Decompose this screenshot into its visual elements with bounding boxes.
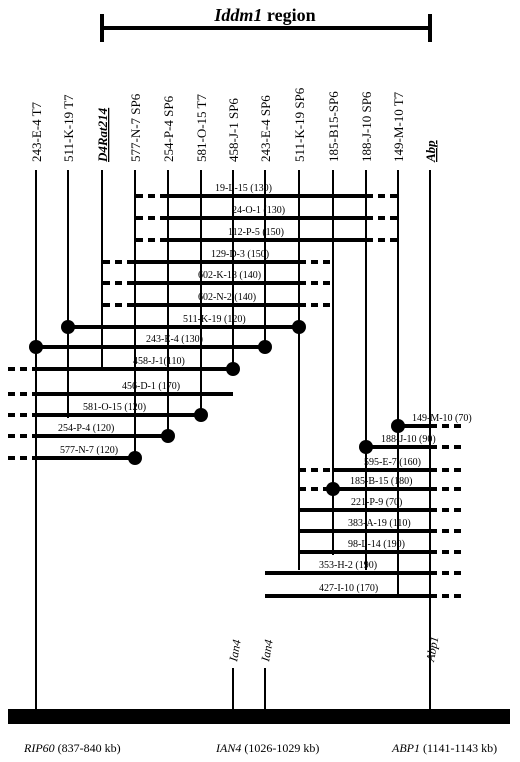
clone-end-dot-577-n-7 bbox=[128, 451, 142, 465]
clone-label-254-p-4: 254-P-4 (120) bbox=[58, 423, 114, 434]
clone-label-221-p-9: 221-P-9 (70) bbox=[351, 497, 402, 508]
clone-end-dot-511-k-19 bbox=[292, 320, 306, 334]
marker-label-577-n-7-sp6: 577-N-7 SP6 bbox=[128, 93, 143, 162]
clone-label-577-n-7: 577-N-7 (120) bbox=[60, 445, 118, 456]
clone-label-602-n-2: 602-N-2 (140) bbox=[198, 292, 256, 303]
marker-label-d4rat214: D4Rat214 bbox=[95, 107, 110, 163]
marker-label-243-e-4-t7: 243-E-4 T7 bbox=[29, 101, 44, 162]
clone-label-458-j-1: 458-J-1(110) bbox=[133, 356, 185, 367]
marker-label-188-j-10-sp6: 188-J-10 SP6 bbox=[359, 91, 374, 162]
clone-label-149-m-10: 149-M-10 (70) bbox=[412, 413, 472, 424]
region-title-rest: region bbox=[262, 5, 315, 25]
locus-range: (1026-1029 kb) bbox=[241, 741, 319, 755]
clone-label-427-i-10: 427-I-10 (170) bbox=[319, 583, 378, 594]
clone-label-185-b-15: 185-B-15 (180) bbox=[350, 476, 413, 487]
clone-label-581-o-15: 581-O-15 (120) bbox=[83, 402, 146, 413]
clone-end-dot-188-j-10 bbox=[359, 440, 373, 454]
clone-label-456-d-1: 456-D-1 (170) bbox=[122, 381, 180, 392]
marker-label-511-k-19-t7: 511-K-19 T7 bbox=[61, 94, 76, 162]
locus-label-ian4: IAN4 (1026-1029 kb) bbox=[215, 741, 319, 755]
region-title-italic: Iddm1 bbox=[213, 5, 262, 25]
clone-label-511-k-19: 511-K-19 (120) bbox=[183, 314, 246, 325]
clone-label-602-k-18: 602-K-18 (140) bbox=[198, 270, 261, 281]
clone-label-24-o-1: 24-O-1 (130) bbox=[232, 205, 285, 216]
iddm1-region-bracket: Iddm1 region bbox=[100, 5, 432, 42]
clone-end-dot-243-e-4 bbox=[258, 340, 272, 354]
region-title: Iddm1 region bbox=[213, 5, 315, 25]
marker-label-511-k-19-sp6: 511-K-19 SP6 bbox=[292, 87, 307, 162]
clone-label-19-l-15: 19-L-15 (130) bbox=[215, 183, 272, 194]
locus-label-rip60: RIP60 (837-840 kb) bbox=[23, 741, 121, 755]
clone-label-188-j-10: 188-J-10 (90) bbox=[381, 434, 436, 445]
locus-name: IAN4 bbox=[215, 741, 241, 755]
marker-label-581-o-15-t7: 581-O-15 T7 bbox=[194, 93, 209, 162]
locus-range: (837-840 kb) bbox=[55, 741, 121, 755]
marker-label-243-e-4-sp6: 243-E-4 SP6 bbox=[258, 95, 273, 162]
gene-label-abp1: Abp1 bbox=[423, 635, 441, 663]
clone-label-98-l-14: 98-L-14 (190) bbox=[348, 539, 405, 550]
marker-columns: 243-E-4 T7 511-K-19 T7 D4Rat214 577-N-7 SP6… bbox=[29, 87, 438, 709]
marker-label-abp: Abp bbox=[423, 140, 438, 163]
gene-label-ian4: Ian4 bbox=[258, 638, 276, 663]
clone-end-dot-243-e-4 bbox=[29, 340, 43, 354]
clone-label-383-a-19: 383-A-19 (110) bbox=[348, 518, 411, 529]
gene-label-ian4: Ian4 bbox=[226, 638, 244, 663]
clone-label-595-e-7: 595-E-7 (160) bbox=[364, 457, 421, 468]
clone-end-dot-581-o-15 bbox=[194, 408, 208, 422]
locus-name: RIP60 bbox=[23, 741, 55, 755]
marker-label-185-b15-sp6: 185-B15-SP6 bbox=[326, 91, 341, 162]
marker-label-149-m-10-t7: 149-M-10 T7 bbox=[391, 91, 406, 162]
clone-end-dot-185-b-15 bbox=[326, 482, 340, 496]
marker-label-254-p-4-sp6: 254-P-4 SP6 bbox=[161, 95, 176, 162]
clone-label-243-e-4: 243-E-4 (130) bbox=[146, 334, 203, 345]
clone-rows: 19-L-15 (130) 24-O-1 (130) 112-P-5 (150) 12… bbox=[8, 183, 472, 598]
clone-label-112-p-5: 112-P-5 (150) bbox=[228, 227, 284, 238]
clone-label-353-h-2: 353-H-2 (190) bbox=[319, 560, 377, 571]
clone-label-129-d-3: 129-D-3 (150) bbox=[211, 249, 269, 260]
clone-end-dot-511-k-19 bbox=[61, 320, 75, 334]
locus-label-abp1: ABP1 (1141-1143 kb) bbox=[391, 741, 497, 755]
chromosome-bar bbox=[8, 709, 510, 724]
locus-range: (1141-1143 kb) bbox=[420, 741, 497, 755]
locus-name: ABP1 bbox=[391, 741, 420, 755]
locus-labels: RIP60 (837-840 kb) IAN4 (1026-1029 kb) ABP… bbox=[23, 741, 497, 755]
clone-end-dot-458-j-1 bbox=[226, 362, 240, 376]
clone-end-dot-149-m-10 bbox=[391, 419, 405, 433]
gene-lines: Ian4 Ian4 Abp1 bbox=[226, 635, 441, 709]
marker-label-458-j-1-sp6: 458-J-1 SP6 bbox=[226, 98, 241, 162]
clone-end-dot-254-p-4 bbox=[161, 429, 175, 443]
